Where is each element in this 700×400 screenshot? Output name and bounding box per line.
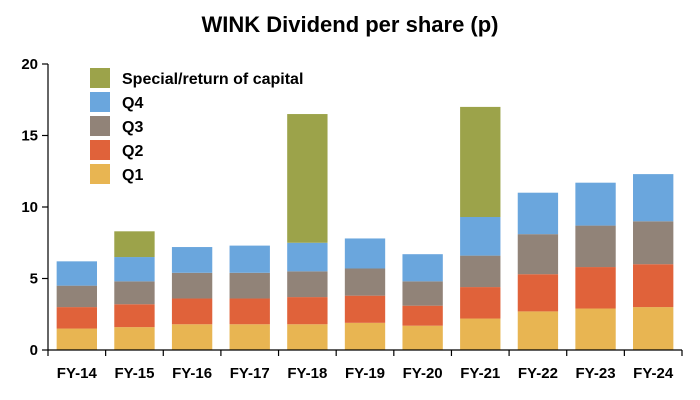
bar-q1-fy-18 [287, 324, 328, 350]
bar-special-return-of-capital-fy-18 [287, 114, 328, 243]
bar-q2-fy-14 [56, 307, 97, 329]
bar-q3-fy-20 [402, 281, 443, 306]
x-tick-label: FY-23 [576, 365, 616, 382]
bar-q4-fy-15 [114, 257, 155, 282]
bar-q2-fy-22 [517, 274, 559, 312]
x-tick-label: FY-22 [518, 365, 558, 382]
legend-swatch-q2 [90, 140, 110, 160]
bar-q4-fy-20 [402, 254, 443, 282]
bar-q3-fy-21 [460, 255, 501, 288]
bar-q2-fy-24 [633, 264, 674, 308]
bar-q1-fy-24 [633, 307, 674, 350]
legend-label: Special/return of capital [122, 71, 303, 88]
bar-q1-fy-20 [402, 325, 443, 350]
x-tick-label: FY-20 [403, 365, 443, 382]
y-tick-label: 0 [30, 342, 38, 359]
bar-q2-fy-23 [575, 267, 616, 309]
chart-title: WINK Dividend per share (p) [201, 12, 499, 37]
bar-q1-fy-23 [575, 308, 616, 350]
x-tick-label: FY-19 [345, 365, 385, 382]
bar-q2-fy-18 [287, 297, 328, 325]
legend-label: Q1 [122, 167, 143, 184]
bar-q1-fy-19 [344, 322, 386, 350]
bar-q4-fy-24 [633, 174, 674, 222]
x-tick-label: FY-17 [230, 365, 270, 382]
legend-label: Q3 [122, 119, 143, 136]
bar-q4-fy-23 [575, 182, 616, 226]
legend-swatch-q4 [90, 92, 110, 112]
y-tick-label: 15 [21, 128, 38, 145]
bar-q3-fy-19 [344, 268, 386, 296]
x-tick-label: FY-16 [172, 365, 212, 382]
y-tick-label: 20 [21, 56, 38, 73]
bar-q2-fy-20 [402, 305, 443, 326]
bar-q3-fy-22 [517, 234, 559, 275]
x-tick-label: FY-21 [460, 365, 500, 382]
bar-special-return-of-capital-fy-21 [460, 106, 501, 218]
bar-q1-fy-14 [56, 328, 97, 350]
bar-q4-fy-21 [460, 217, 501, 256]
y-tick-label: 5 [30, 271, 38, 288]
x-tick-label: FY-18 [287, 365, 327, 382]
bar-q2-fy-21 [460, 287, 501, 319]
bar-q3-fy-14 [56, 285, 97, 308]
bar-q1-fy-22 [517, 311, 559, 350]
bar-q4-fy-18 [287, 242, 328, 272]
bar-q1-fy-16 [171, 324, 213, 350]
x-tick-label: FY-14 [57, 365, 98, 382]
bar-q2-fy-17 [229, 298, 270, 325]
x-tick-label: FY-15 [114, 365, 154, 382]
bar-q3-fy-15 [114, 281, 155, 305]
bar-q2-fy-19 [344, 295, 386, 323]
bar-q3-fy-23 [575, 225, 616, 268]
x-tick-label: FY-24 [633, 365, 674, 382]
bar-q4-fy-14 [56, 261, 97, 286]
bar-q1-fy-15 [114, 327, 155, 350]
bar-q3-fy-24 [633, 221, 674, 265]
legend-swatch-special-return-of-capital [90, 68, 110, 88]
legend-label: Q4 [122, 95, 143, 112]
legend-swatch-q3 [90, 116, 110, 136]
bar-q4-fy-22 [517, 192, 559, 235]
bar-q4-fy-19 [344, 238, 386, 269]
bar-q1-fy-21 [460, 318, 501, 350]
bar-q2-fy-15 [114, 304, 155, 328]
bar-q4-fy-16 [171, 247, 213, 273]
bar-q4-fy-17 [229, 245, 270, 273]
y-tick-label: 10 [21, 199, 38, 216]
bar-q1-fy-17 [229, 324, 270, 350]
legend-label: Q2 [122, 143, 143, 160]
bar-q3-fy-16 [171, 272, 213, 299]
bar-q3-fy-17 [229, 272, 270, 299]
bar-q2-fy-16 [171, 298, 213, 325]
bar-special-return-of-capital-fy-15 [114, 231, 155, 258]
legend-swatch-q1 [90, 164, 110, 184]
bar-q3-fy-18 [287, 271, 328, 298]
